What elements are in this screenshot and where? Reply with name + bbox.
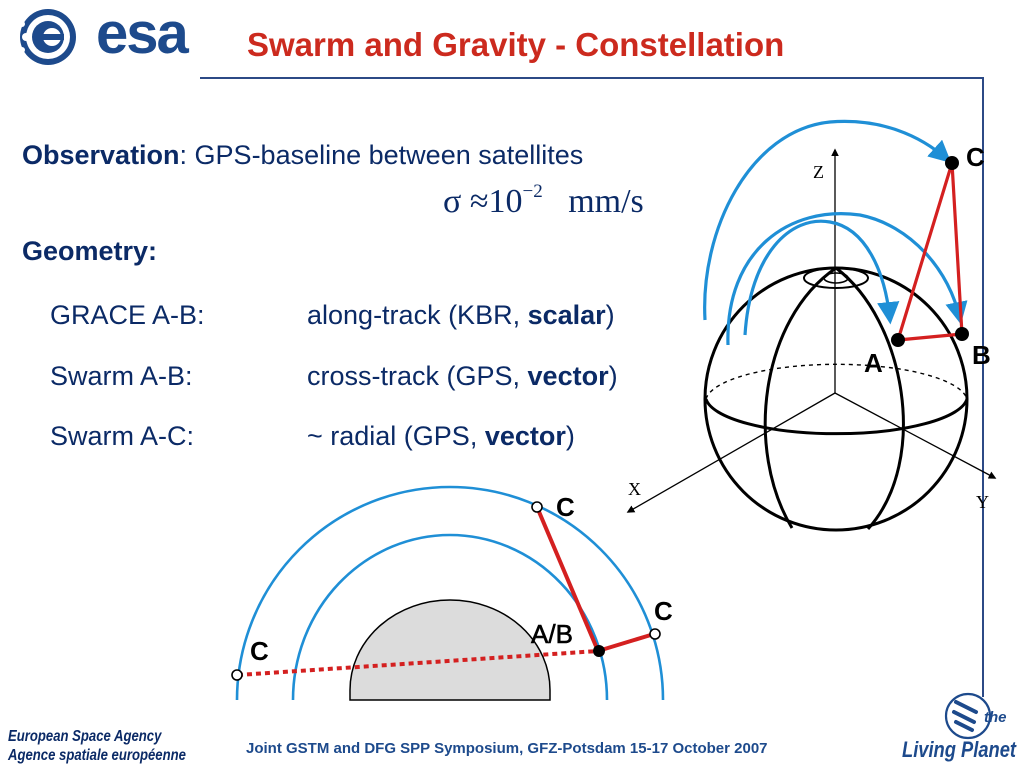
globe-equator xyxy=(704,398,969,436)
esa-emblem-icon xyxy=(19,9,76,65)
grace-ab-suffix: ) xyxy=(605,300,615,330)
label-a: A xyxy=(864,348,883,378)
globe-diagram: Z X Y A B C xyxy=(626,119,997,532)
agency-name-fr: Agence spatiale européenne xyxy=(8,747,186,764)
sat-ab xyxy=(593,645,605,657)
satellite-c xyxy=(945,156,959,170)
orbit-arrow-inner-a xyxy=(743,219,900,336)
observation-label: Observation xyxy=(22,140,180,170)
formula-approx: ≈ xyxy=(469,183,489,220)
sat-c-top xyxy=(531,501,543,513)
baseline-triangle xyxy=(895,162,964,342)
earth-globe xyxy=(703,266,969,532)
swarm-ac-value: ~ radial (GPS, vector) xyxy=(307,421,575,452)
title-divider xyxy=(200,77,984,79)
right-divider xyxy=(982,77,984,697)
globe-pole-inner xyxy=(823,272,849,284)
formula-exponent: −2 xyxy=(522,180,543,202)
satellite-triangle xyxy=(891,156,969,347)
swarm-ac-label: Swarm A-C: xyxy=(50,421,195,451)
globe-pole-ellipse xyxy=(803,267,869,289)
inner-orbit-arc xyxy=(291,533,609,701)
swarm-ab-prefix: cross-track (GPS, xyxy=(307,361,528,391)
formula-unit: mm/s xyxy=(568,183,644,220)
living-planet-small: the xyxy=(984,709,1007,726)
living-planet-logo: the Living Planet xyxy=(902,692,1017,762)
swarm-ab-value: cross-track (GPS, vector) xyxy=(307,361,618,392)
footer-event: Joint GSTM and DFG SPP Symposium, GFZ-Po… xyxy=(246,740,768,757)
coordinate-axes xyxy=(626,148,997,513)
sat-c-right xyxy=(649,628,661,640)
swarm-ac-suffix: ) xyxy=(565,421,575,451)
observation-line: Observation: GPS-baseline between satell… xyxy=(22,140,583,171)
swarm-ab-bold: vector xyxy=(527,361,609,391)
living-planet-text: Living Planet xyxy=(902,737,1017,762)
swarm-ac-prefix: ~ radial (GPS, xyxy=(307,421,485,451)
esa-logo-text: esa xyxy=(96,1,189,66)
x-axis xyxy=(626,392,836,513)
y-axis xyxy=(834,392,997,479)
sat-c-left xyxy=(231,669,243,681)
baseline-radial xyxy=(535,506,600,652)
label-c-left: C xyxy=(250,636,269,666)
satellite-b xyxy=(955,327,969,341)
orbit-arrow-outer-b xyxy=(726,212,968,346)
geometry-heading: Geometry: xyxy=(22,236,158,266)
globe-equator-back xyxy=(705,363,968,400)
observation-text: : GPS-baseline between satellites xyxy=(179,140,584,170)
cross-section-diagram: C C A/B C xyxy=(231,485,673,701)
globe-outline xyxy=(703,266,969,532)
earth-cross-section xyxy=(349,599,551,701)
x-axis-label: X xyxy=(628,479,641,499)
baseline-short xyxy=(597,632,655,653)
label-c-right: C xyxy=(654,596,673,626)
grace-ab-bold: scalar xyxy=(527,300,606,330)
agency-name-en: European Space Agency xyxy=(8,728,162,745)
grace-ab-value: along-track (KBR, scalar) xyxy=(307,300,615,331)
orbit-arrow-to-c xyxy=(703,119,952,321)
satellite-a xyxy=(891,333,905,347)
grace-ab-label: GRACE A-B: xyxy=(50,300,205,330)
z-axis-label: Z xyxy=(813,162,824,182)
esa-logo: esa xyxy=(8,1,190,68)
grace-ab-prefix: along-track (KBR, xyxy=(307,300,528,330)
slide-title: Swarm and Gravity - Constellation xyxy=(247,26,785,63)
globe-meridian-left xyxy=(763,266,837,529)
label-ab: A/B xyxy=(531,619,573,649)
swarm-ac-bold: vector xyxy=(484,421,566,451)
living-planet-wave-icon xyxy=(952,700,978,732)
orbit-arrows xyxy=(703,119,968,346)
swarm-ab-label: Swarm A-B: xyxy=(50,361,193,391)
baseline-dashed xyxy=(237,649,599,677)
living-planet-globe-icon xyxy=(944,692,992,740)
formula-sigma: σ xyxy=(443,183,462,220)
footer-agency: European Space Agency Agence spatiale eu… xyxy=(8,727,186,765)
accuracy-formula: σ ≈10−2 mm/s xyxy=(443,180,644,221)
label-c-top: C xyxy=(556,492,575,522)
swarm-ab-suffix: ) xyxy=(608,361,618,391)
formula-base: 10 xyxy=(488,183,523,220)
outer-orbit-arc xyxy=(235,485,665,701)
globe-meridian-right xyxy=(835,266,905,531)
